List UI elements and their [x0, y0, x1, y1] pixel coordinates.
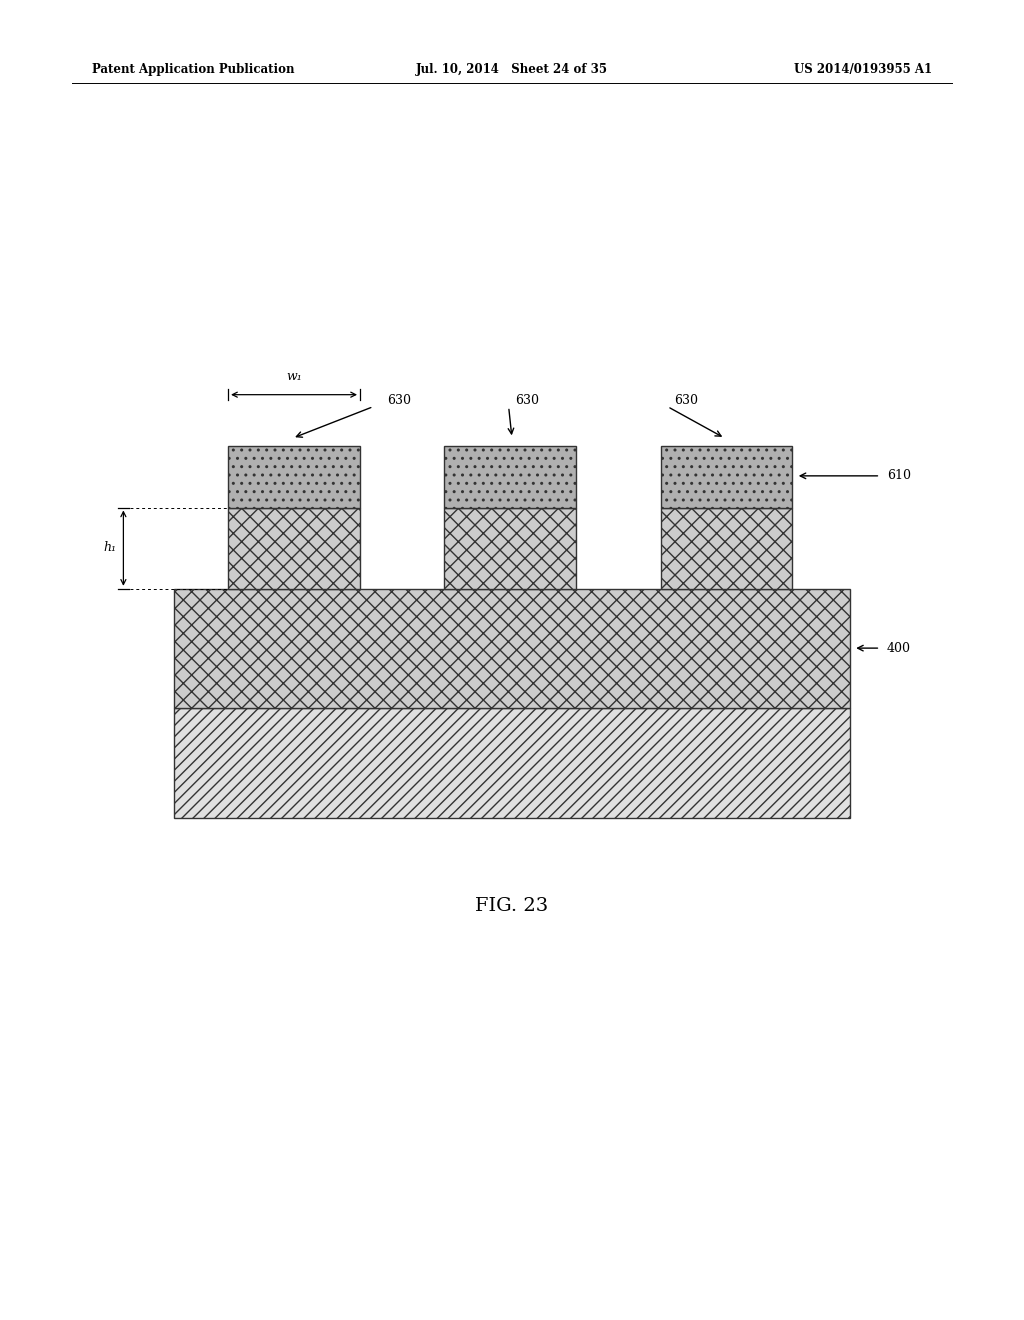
Bar [174, 708, 850, 818]
Text: 610: 610 [887, 470, 911, 482]
Bar [660, 446, 793, 508]
Bar [660, 507, 793, 589]
Text: w₁: w₁ [287, 370, 302, 383]
Text: Patent Application Publication: Patent Application Publication [92, 63, 295, 77]
Text: US 2014/0193955 A1: US 2014/0193955 A1 [794, 63, 932, 77]
Text: Jul. 10, 2014   Sheet 24 of 35: Jul. 10, 2014 Sheet 24 of 35 [416, 63, 608, 77]
Text: 630: 630 [387, 395, 411, 407]
Bar [444, 507, 577, 589]
Text: 630: 630 [674, 395, 698, 407]
Bar [444, 446, 577, 508]
Bar [228, 507, 360, 589]
Text: 630: 630 [515, 395, 540, 407]
Bar [228, 446, 360, 508]
Text: h₁: h₁ [103, 541, 117, 553]
Text: FIG. 23: FIG. 23 [475, 896, 549, 915]
Text: 400: 400 [887, 642, 911, 655]
Bar [174, 589, 850, 708]
